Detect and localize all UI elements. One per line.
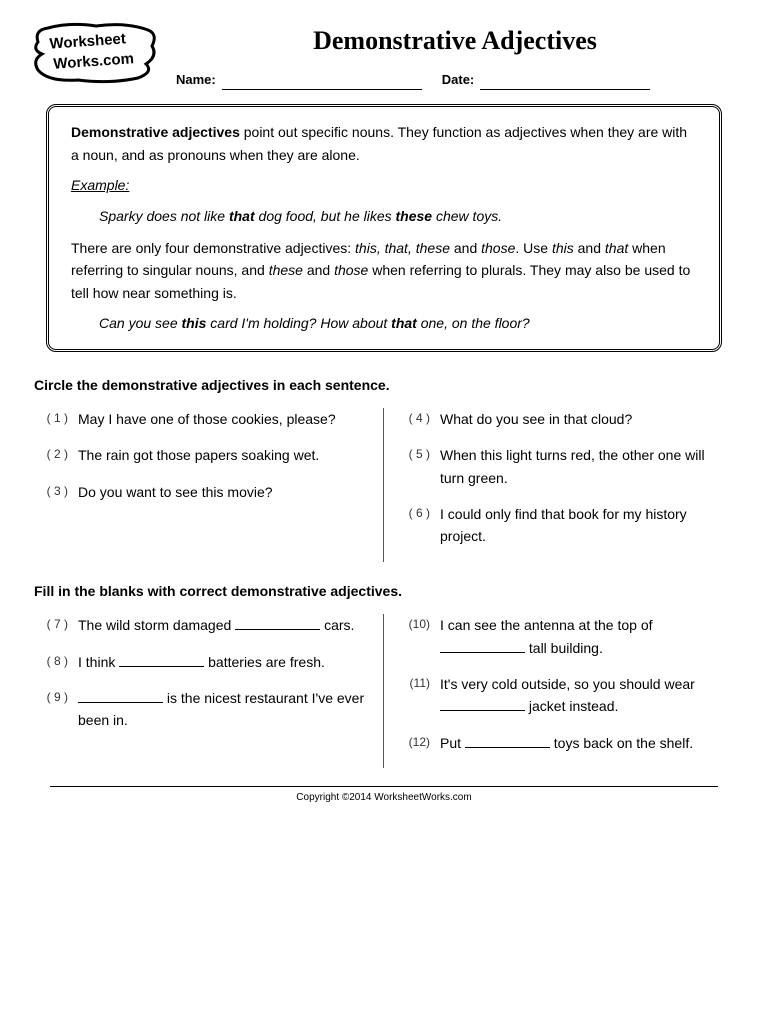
col-right-1: ( 4 ) What do you see in that cloud? ( 5… — [384, 408, 738, 562]
qnum: ( 7 ) — [40, 614, 68, 636]
qnum: ( 2 ) — [40, 444, 68, 466]
qtext: Do you want to see this movie? — [78, 481, 367, 503]
qtext: When this light turns red, the other one… — [440, 444, 722, 489]
info-p2: There are only four demonstrative adject… — [71, 237, 697, 304]
date-blank[interactable] — [480, 76, 650, 90]
qtext: The rain got those papers soaking wet. — [78, 444, 367, 466]
name-blank[interactable] — [222, 76, 422, 90]
qnum: (10) — [402, 614, 430, 659]
qtext: I could only find that book for my histo… — [440, 503, 722, 548]
name-label: Name: — [176, 70, 216, 91]
qnum: ( 5 ) — [402, 444, 430, 489]
questions-section1: ( 1 ) May I have one of those cookies, p… — [30, 408, 738, 562]
info-p1: Demonstrative adjectives point out speci… — [71, 121, 697, 166]
col-left-1: ( 1 ) May I have one of those cookies, p… — [30, 408, 384, 562]
qnum: ( 1 ) — [40, 408, 68, 430]
question-12: (12) Put toys back on the shelf. — [402, 732, 722, 754]
section1-title: Circle the demonstrative adjectives in e… — [34, 374, 738, 396]
blank[interactable] — [78, 690, 163, 703]
qtext: What do you see in that cloud? — [440, 408, 722, 430]
blank[interactable] — [440, 698, 525, 711]
blank[interactable] — [465, 735, 550, 748]
qtext: I think batteries are fresh. — [78, 651, 367, 673]
question-8: ( 8 ) I think batteries are fresh. — [40, 651, 367, 673]
example-label: Example: — [71, 174, 697, 196]
section2-title: Fill in the blanks with correct demonstr… — [34, 580, 738, 602]
qnum: ( 8 ) — [40, 651, 68, 673]
qnum: ( 6 ) — [402, 503, 430, 548]
question-9: ( 9 ) is the nicest restaurant I've ever… — [40, 687, 367, 732]
qnum: (11) — [402, 673, 430, 718]
logo: Worksheet Works.com — [30, 20, 160, 84]
questions-section2: ( 7 ) The wild storm damaged cars. ( 8 )… — [30, 614, 738, 768]
question-11: (11) It's very cold outside, so you shou… — [402, 673, 722, 718]
page-title: Demonstrative Adjectives — [172, 20, 738, 62]
blank[interactable] — [235, 617, 320, 630]
question-6: ( 6 ) I could only find that book for my… — [402, 503, 722, 548]
header: Worksheet Works.com Demonstrative Adject… — [30, 20, 738, 90]
qtext: Put toys back on the shelf. — [440, 732, 722, 754]
question-2: ( 2 ) The rain got those papers soaking … — [40, 444, 367, 466]
question-3: ( 3 ) Do you want to see this movie? — [40, 481, 367, 503]
question-5: ( 5 ) When this light turns red, the oth… — [402, 444, 722, 489]
example-2: Can you see this card I'm holding? How a… — [71, 312, 697, 334]
title-block: Demonstrative Adjectives Name: Date: — [172, 20, 738, 90]
question-7: ( 7 ) The wild storm damaged cars. — [40, 614, 367, 636]
qtext: It's very cold outside, so you should we… — [440, 673, 722, 718]
info-box: Demonstrative adjectives point out speci… — [46, 104, 722, 351]
blank[interactable] — [119, 654, 204, 667]
qnum: (12) — [402, 732, 430, 754]
qtext: The wild storm damaged cars. — [78, 614, 367, 636]
meta-line: Name: Date: — [172, 70, 738, 91]
qtext: is the nicest restaurant I've ever been … — [78, 687, 367, 732]
blank[interactable] — [440, 640, 525, 653]
col-right-2: (10) I can see the antenna at the top of… — [384, 614, 738, 768]
qtext: I can see the antenna at the top of tall… — [440, 614, 722, 659]
question-4: ( 4 ) What do you see in that cloud? — [402, 408, 722, 430]
footer: Copyright ©2014 WorksheetWorks.com — [50, 786, 718, 806]
date-label: Date: — [442, 70, 475, 91]
question-1: ( 1 ) May I have one of those cookies, p… — [40, 408, 367, 430]
qnum: ( 4 ) — [402, 408, 430, 430]
qtext: May I have one of those cookies, please? — [78, 408, 367, 430]
question-10: (10) I can see the antenna at the top of… — [402, 614, 722, 659]
name-field: Name: — [176, 70, 422, 91]
qnum: ( 3 ) — [40, 481, 68, 503]
date-field: Date: — [442, 70, 651, 91]
col-left-2: ( 7 ) The wild storm damaged cars. ( 8 )… — [30, 614, 384, 768]
qnum: ( 9 ) — [40, 687, 68, 732]
example-1: Sparky does not like that dog food, but … — [71, 205, 697, 227]
